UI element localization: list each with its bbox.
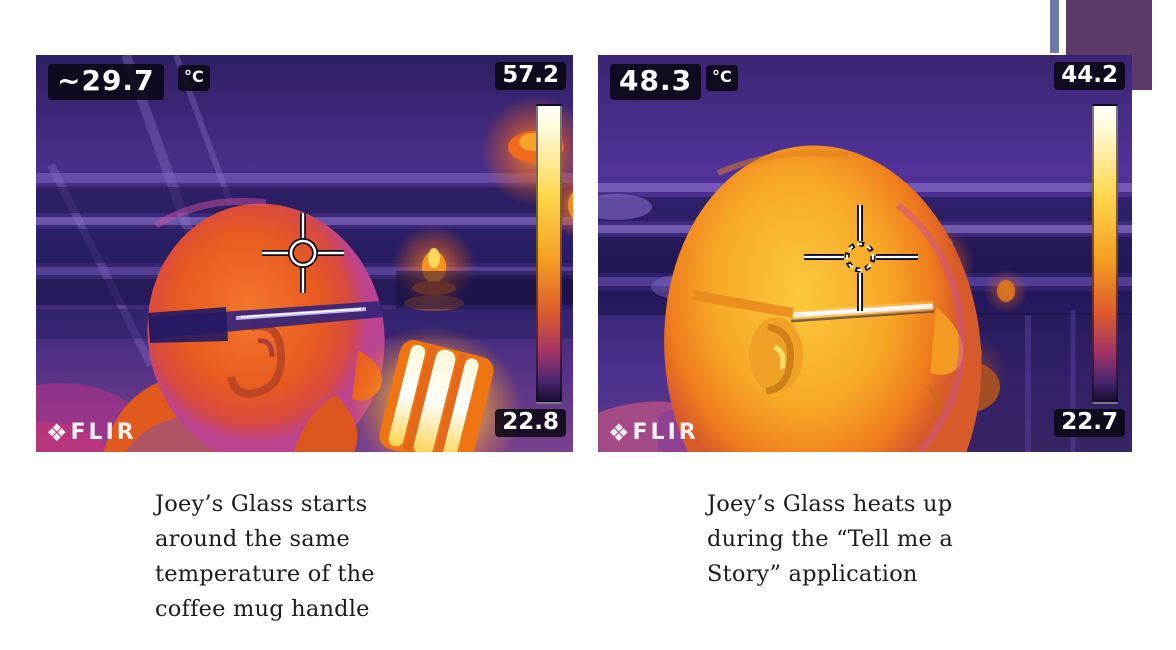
corner-accent-thin-bar xyxy=(1050,0,1059,53)
flir-diamond-icon: ❖ xyxy=(608,419,630,447)
man-drinking-figure xyxy=(104,197,385,452)
flir-wordmark: FLIR xyxy=(632,420,699,445)
spot-temperature-label: ~29.7 xyxy=(48,64,164,101)
crosshair-reticle xyxy=(262,213,344,293)
temperature-unit-label: °C xyxy=(178,65,210,91)
spot-temperature-label: 48.3 xyxy=(610,64,702,101)
thermal-photo-left: ~29.7 °C 57.2 22.8 ❖ FLIR xyxy=(36,55,573,452)
scale-min-label: 22.8 xyxy=(495,408,566,437)
thermal-scene-left xyxy=(36,55,573,452)
scale-min-label: 22.7 xyxy=(1054,408,1125,437)
caption-right: Joey’s Glass heats up during the “Tell m… xyxy=(707,491,953,587)
thermal-scale-bar xyxy=(536,104,562,404)
flir-diamond-icon: ❖ xyxy=(46,419,68,447)
flir-logo: ❖ FLIR xyxy=(608,421,699,445)
flir-wordmark: FLIR xyxy=(70,420,137,445)
hot-coffee-mug xyxy=(348,326,524,452)
thermal-photo-right: 48.3 °C 44.2 22.7 ❖ FLIR xyxy=(598,55,1132,452)
thermal-scene-right xyxy=(598,55,1132,452)
scale-max-label: 44.2 xyxy=(1054,62,1125,91)
thermal-scale-bar xyxy=(1092,104,1118,404)
scale-max-label: 57.2 xyxy=(495,62,566,91)
man-glowing-figure xyxy=(598,145,982,452)
crosshair-reticle xyxy=(804,205,918,311)
flir-logo: ❖ FLIR xyxy=(46,421,137,445)
caption-left: Joey’s Glass starts around the same temp… xyxy=(155,491,375,622)
temperature-unit-label: °C xyxy=(706,65,738,91)
